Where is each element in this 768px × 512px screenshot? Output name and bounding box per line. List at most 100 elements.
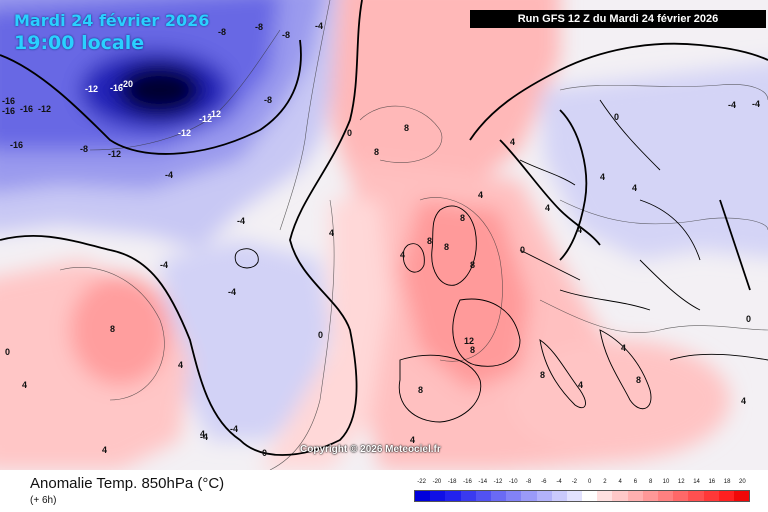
- contour-value-label: 0: [318, 330, 323, 340]
- contour-line: [59, 267, 165, 401]
- scale-tick-label: -18: [447, 479, 457, 485]
- contour-value-label: 4: [577, 225, 582, 235]
- contour-value-label: 8: [540, 370, 545, 380]
- contour-value-label: -16: [2, 96, 15, 106]
- warm-region-southeast: [510, 340, 730, 460]
- contour-value-label: 12: [464, 336, 474, 346]
- title-block: Mardi 24 février 2026 19:00 locale: [14, 11, 210, 55]
- scale-tick-label: 2: [603, 479, 607, 485]
- contour-value-label: 4: [200, 429, 205, 439]
- atlantic-zero-line: [0, 0, 363, 456]
- warm-region-atlantic: [260, 200, 390, 470]
- scale-tick-label: 12: [677, 479, 685, 485]
- contour-line: [559, 84, 768, 101]
- scale-tick-label: 16: [708, 479, 716, 485]
- scale-swatch: [460, 491, 476, 501]
- warm-core-sw: [70, 275, 170, 385]
- contour-value-label: 0: [520, 245, 525, 255]
- british-isles: [431, 205, 477, 286]
- scale-tick-label: 20: [739, 479, 746, 485]
- scale-swatch: [673, 491, 689, 501]
- contour-value-label: 4: [410, 435, 415, 445]
- contour-value-label: 4: [22, 380, 27, 390]
- contour-value-label: -4: [315, 21, 323, 31]
- scale-swatch: [733, 491, 750, 501]
- contour-value-label: 4: [578, 380, 583, 390]
- contour-line: [89, 29, 281, 151]
- scale-swatch: [582, 491, 598, 501]
- contour-value-label: 8: [374, 147, 379, 157]
- scale-swatch: [430, 491, 446, 501]
- contour-value-label: 0: [5, 347, 10, 357]
- contour-value-label: -8: [255, 22, 263, 32]
- scale-swatch: [475, 491, 491, 501]
- contour-value-label: -4: [230, 424, 238, 434]
- contour-value-label: 4: [510, 137, 515, 147]
- contour-value-label: -8: [264, 95, 272, 105]
- color-scale: [414, 490, 750, 502]
- cold-tongue: [160, 240, 330, 440]
- contour-value-label: -4: [728, 100, 736, 110]
- scale-tick-label: 0: [587, 479, 592, 485]
- contour-value-label: -12: [208, 109, 221, 119]
- contour-value-label: 4: [329, 228, 334, 238]
- contour-value-label: -12: [108, 149, 121, 159]
- contour-value-label: -12: [85, 84, 98, 94]
- scale-tick-label: 8: [649, 479, 653, 485]
- contour-value-label: 8: [470, 260, 475, 270]
- norway-coast: [499, 139, 601, 246]
- scale-swatch: [703, 491, 719, 501]
- contour-value-label: -12: [178, 128, 191, 138]
- scale-tick-label: -14: [478, 479, 488, 485]
- scale-tick-label: -12: [493, 479, 503, 485]
- contour-value-label: 8: [444, 242, 449, 252]
- contour-value-label: 4: [621, 343, 626, 353]
- contour-value-label: 0: [614, 112, 619, 122]
- contour-value-label: -16: [110, 83, 123, 93]
- contour-value-label: 4: [400, 250, 405, 260]
- contour-value-label: 4: [478, 190, 483, 200]
- lead-time: (+ 6h): [30, 495, 57, 506]
- contour-value-label: -4: [237, 216, 245, 226]
- contour-value-label: -8: [282, 30, 290, 40]
- contour-value-label: 4: [178, 360, 183, 370]
- contour-line: [539, 299, 768, 333]
- contour-value-label: 4: [545, 203, 550, 213]
- contour-value-label: 8: [470, 345, 475, 355]
- italy: [539, 339, 586, 409]
- contour-value-label: 4: [600, 172, 605, 182]
- scale-swatch: [521, 491, 537, 501]
- contour-value-label: -16: [2, 106, 15, 116]
- scale-swatch: [718, 491, 734, 501]
- ireland: [402, 243, 425, 273]
- turkey: [669, 353, 768, 361]
- scale-tick-label: 18: [723, 479, 731, 485]
- scale-swatch: [658, 491, 674, 501]
- contour-line: [269, 199, 335, 470]
- contour-value-label: -4: [160, 260, 168, 270]
- scale-tick-label: -10: [508, 479, 518, 485]
- scale-swatch: [536, 491, 552, 501]
- greenland-coast: [0, 39, 302, 155]
- contour-value-label: 4: [632, 183, 637, 193]
- contour-value-label: -4: [752, 99, 760, 109]
- scale-swatch: [612, 491, 628, 501]
- field-title: Anomalie Temp. 850hPa (°C): [30, 475, 225, 492]
- contour-value-label: 8: [427, 236, 432, 246]
- contour-value-label: -16: [10, 140, 23, 150]
- contour-value-label: 8: [636, 375, 641, 385]
- contour-value-label: 4: [741, 396, 746, 406]
- warm-region: [330, 0, 560, 200]
- forecast-date: Mardi 24 février 2026: [14, 11, 210, 30]
- france: [452, 298, 521, 367]
- contour-line: [279, 0, 331, 231]
- contour-value-label: 0: [262, 448, 267, 458]
- scale-tick-label: -22: [417, 479, 426, 485]
- forecast-time: 19:00 locale: [14, 32, 145, 54]
- baltic-coast: [559, 109, 588, 261]
- central-europe-borders: [519, 249, 701, 311]
- contour-value-label: -12: [38, 104, 51, 114]
- color-scale-labels: -22 -20 -18 -16 -14 -12 -10 -8 -6 -4 -2 0 2 4 6 8 10 12 14…: [414, 479, 750, 489]
- contour-line: [359, 105, 443, 163]
- run-banner: Run GFS 12 Z du Mardi 24 février 2026: [470, 10, 766, 28]
